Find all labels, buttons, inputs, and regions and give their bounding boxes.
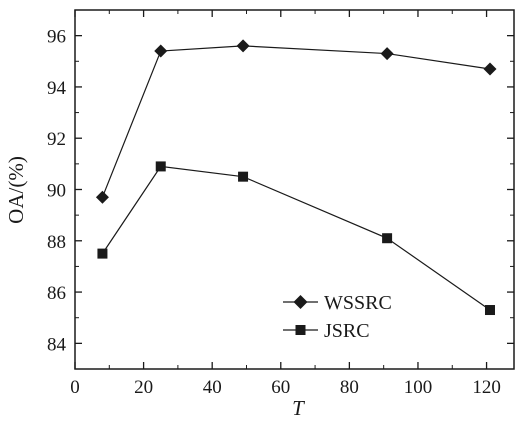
y-tick-label: 92 — [47, 129, 66, 150]
legend: WSSRC JSRC — [283, 292, 392, 342]
data-point-jsrc — [484, 305, 495, 316]
y-tick-label: 88 — [47, 232, 66, 253]
y-tick-label: 96 — [47, 27, 66, 48]
y-tick-label: 84 — [47, 334, 67, 355]
data-point-wssrc — [380, 47, 394, 61]
data-point-wssrc — [154, 44, 168, 58]
x-tick-label: 60 — [271, 377, 290, 398]
x-axis-title: T — [292, 396, 305, 420]
legend-marker-wssrc — [293, 295, 308, 309]
legend-label-jsrc: JSRC — [324, 320, 370, 342]
data-point-jsrc — [382, 233, 393, 244]
series-layer — [95, 39, 497, 316]
legend-item-jsrc: JSRC — [283, 320, 370, 342]
x-tick-label: 20 — [134, 377, 153, 398]
y-axis-title: OA/(%) — [4, 156, 28, 224]
data-point-wssrc — [236, 39, 250, 53]
y-tick-label: 90 — [47, 181, 66, 202]
legend-label-wssrc: WSSRC — [324, 292, 392, 314]
y-tick-label: 94 — [47, 78, 67, 99]
y-axis: 84 86 88 90 92 94 96 — [47, 27, 514, 355]
data-point-jsrc — [238, 171, 249, 182]
plot-frame — [74, 9, 515, 370]
data-point-jsrc — [97, 248, 108, 259]
x-axis: 0 20 40 60 80 100 120 — [70, 10, 501, 398]
series-line-jsrc — [101, 165, 491, 311]
x-tick-label: 0 — [70, 377, 80, 398]
series-line-wssrc — [101, 45, 491, 198]
x-tick-label: 40 — [203, 377, 222, 398]
x-tick-label: 120 — [472, 377, 501, 398]
data-point-wssrc — [95, 190, 109, 204]
x-tick-label: 80 — [340, 377, 359, 398]
data-point-jsrc — [155, 161, 166, 172]
legend-item-wssrc: WSSRC — [283, 292, 392, 314]
data-point-wssrc — [483, 62, 497, 76]
x-tick-label: 100 — [404, 377, 433, 398]
legend-marker-jsrc — [295, 325, 306, 335]
y-tick-label: 86 — [47, 283, 66, 304]
